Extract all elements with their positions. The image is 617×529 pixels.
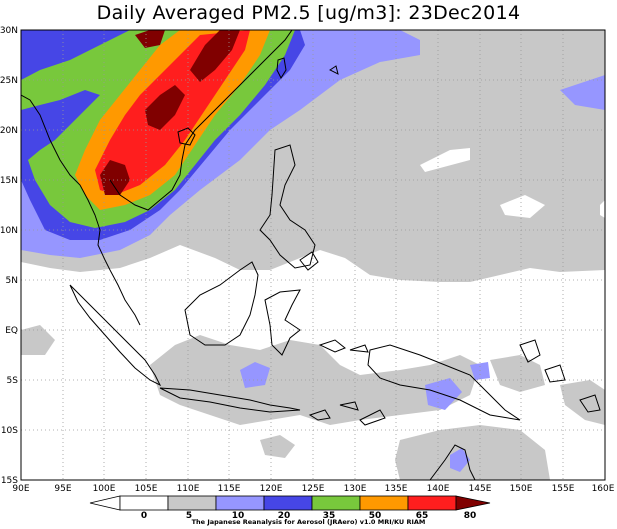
plot-frame	[20, 29, 606, 481]
lat-label: 30N	[0, 26, 18, 36]
color-bar	[89, 495, 491, 511]
lon-labels: 90E 95E 100E 105E 110E 115E 120E 125E 13…	[12, 484, 614, 494]
pm25-band-5-10-south	[395, 425, 550, 480]
color-bar-label: 10	[232, 511, 245, 521]
pm25-band-5-10-south	[260, 435, 295, 458]
pm25-band-5-10-south	[490, 355, 545, 392]
lon-label: 160E	[592, 484, 615, 494]
color-bar-label: 0	[141, 511, 147, 521]
color-bar-labels: 0 5 10 20 35 50 65 80	[141, 511, 476, 521]
lat-label: 5S	[7, 376, 19, 386]
coastline-sulawesi	[264, 289, 301, 356]
coastline-java	[159, 387, 301, 413]
coastline-hainan	[177, 127, 196, 146]
lon-label: 125E	[302, 484, 325, 494]
color-bar-segment-above-80	[455, 495, 491, 511]
coastline-sumatra	[69, 284, 162, 387]
color-bar-label: 20	[278, 511, 291, 521]
color-bar-segment	[359, 495, 409, 511]
color-bar-segment	[119, 495, 169, 511]
lon-label: 145E	[469, 484, 492, 494]
pm25-band-80-plus	[145, 85, 185, 130]
lat-label: 10S	[1, 426, 18, 436]
pm25-band-0-5-patch	[500, 195, 545, 218]
color-bar-label: 65	[416, 511, 429, 521]
lon-label: 135E	[385, 484, 408, 494]
coastline-taiwan	[276, 57, 287, 80]
pm25-band-5-10-south	[150, 335, 480, 425]
pm25-band-10-20-south	[450, 448, 470, 472]
coastlines	[21, 30, 601, 480]
color-bar-segment	[215, 495, 265, 511]
lon-label: 110E	[177, 484, 200, 494]
color-bar-label: 80	[464, 511, 477, 521]
lon-label: 95E	[54, 484, 71, 494]
pm25-band-10-20	[560, 75, 605, 110]
pm25-band-0-5-patch	[600, 200, 605, 218]
lon-label: 155E	[552, 484, 575, 494]
color-bar-label: 50	[369, 511, 382, 521]
lat-label: 15N	[0, 176, 18, 186]
pm25-band-80-plus	[190, 30, 240, 82]
lat-label: 5N	[6, 276, 18, 286]
lat-label: 15S	[1, 476, 18, 486]
color-bar-segment-below-0	[89, 495, 121, 511]
coastline-australia	[429, 444, 476, 480]
coastline-mainland	[21, 30, 293, 326]
lon-label: 100E	[93, 484, 116, 494]
color-bar-label: 5	[186, 511, 192, 521]
lat-label: EQ	[5, 326, 18, 336]
lat-labels: 30N 25N 20N 15N 10N 5N EQ 5S 10S 15S	[0, 26, 18, 486]
coastline-new-guinea	[367, 344, 521, 421]
color-bar-label: 35	[323, 511, 336, 521]
lon-label: 90E	[12, 484, 29, 494]
coastline-islands	[299, 65, 601, 426]
lon-label: 140E	[427, 484, 450, 494]
lon-label: 130E	[344, 484, 367, 494]
pm25-shading	[21, 30, 605, 480]
lat-label: 20N	[0, 126, 18, 136]
color-bar-segment	[167, 495, 217, 511]
pm25-band-0-5-patch	[420, 148, 470, 172]
pm25-band-5-10-south	[560, 380, 605, 425]
pm25-band-80-plus	[100, 160, 130, 195]
coastline-borneo	[184, 261, 259, 346]
color-bar-segment	[407, 495, 457, 511]
pm25-band-80-plus	[135, 30, 165, 48]
color-bar-segment	[263, 495, 313, 511]
pm25-band-10-20-south	[240, 362, 270, 388]
lat-label: 10N	[0, 226, 18, 236]
lon-label: 105E	[135, 484, 158, 494]
map-title: Daily Averaged PM2.5 [ug/m3]: 23Dec2014	[96, 2, 521, 24]
lon-label: 150E	[510, 484, 533, 494]
pm25-band-5-10-south	[21, 325, 55, 355]
lat-label: 25N	[0, 76, 18, 86]
lon-label: 115E	[218, 484, 241, 494]
credit-line: The Japanese Reanalysis for Aerosol (JRA…	[191, 518, 426, 526]
lon-label: 120E	[260, 484, 283, 494]
coastline-philippines	[259, 144, 316, 269]
color-bar-segment	[311, 495, 361, 511]
